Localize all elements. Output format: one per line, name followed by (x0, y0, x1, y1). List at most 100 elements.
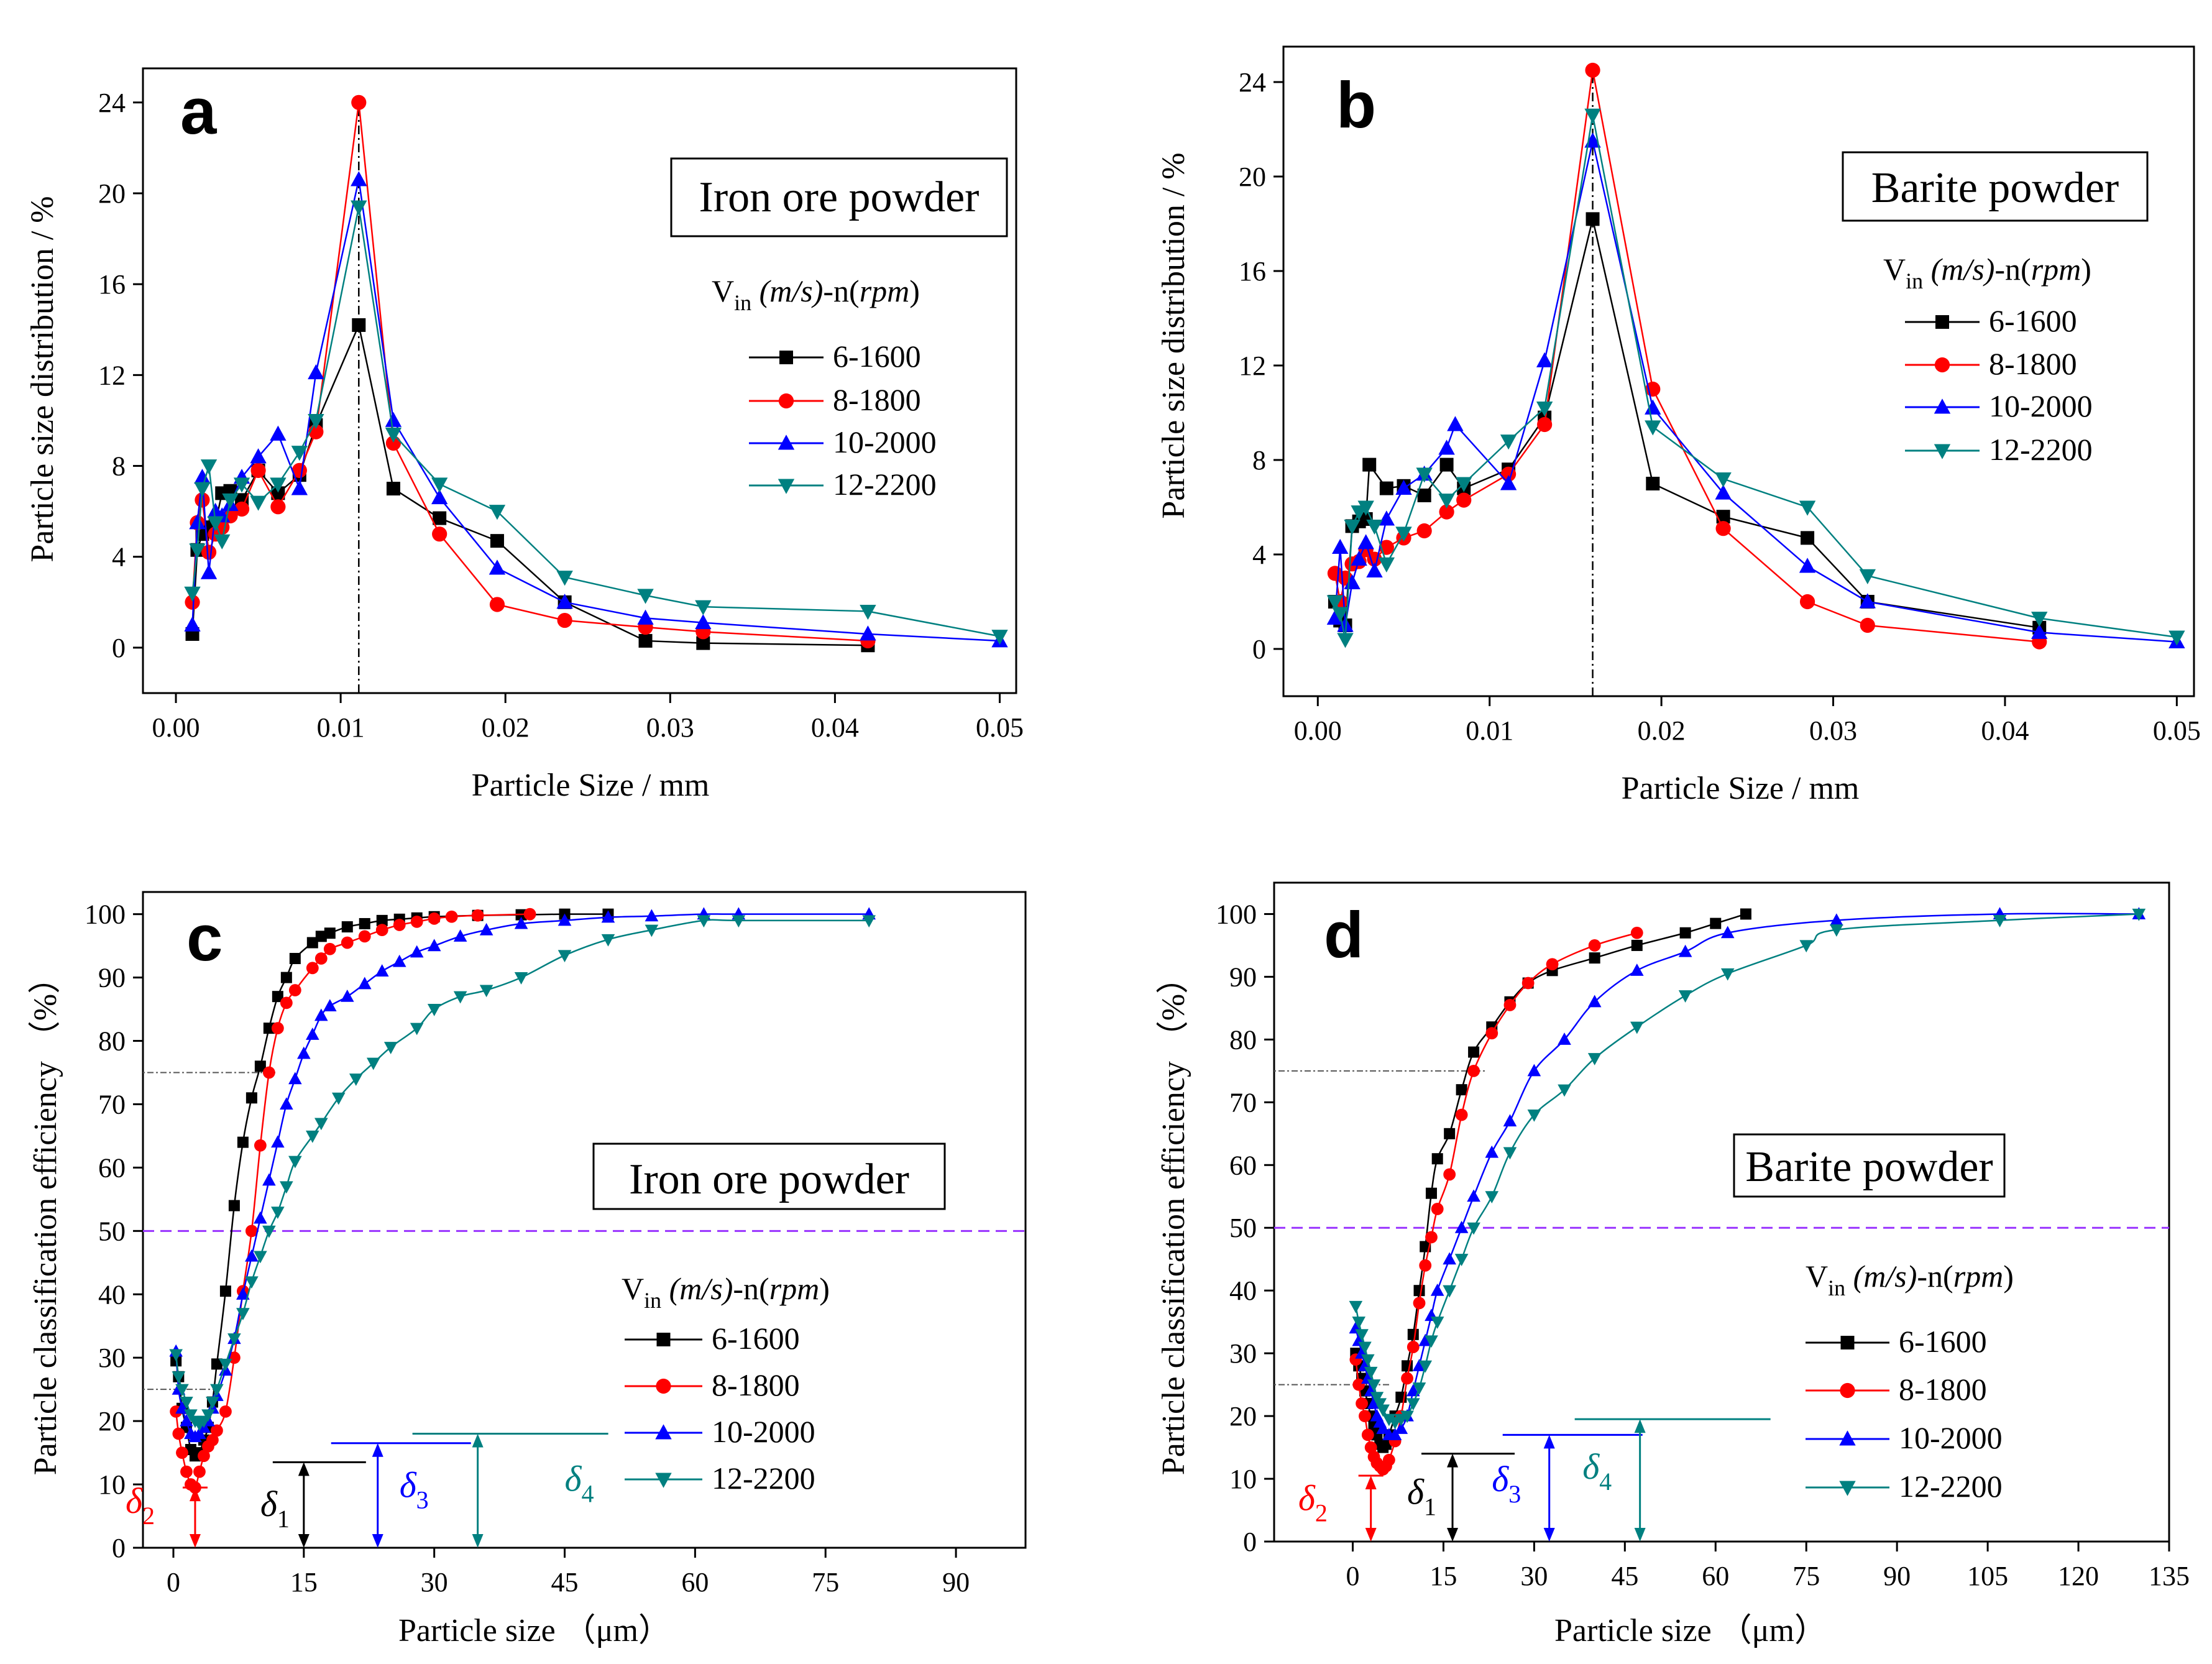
y-tick-label: 20 (1239, 162, 1266, 192)
data-point-8-1800 (1799, 594, 1815, 610)
data-point-12-2200 (1715, 472, 1732, 488)
data-point-10-2000 (1357, 534, 1374, 549)
data-point-10-2000 (1558, 1032, 1571, 1045)
data-point-8-1800 (432, 526, 447, 542)
data-point-10-2000 (1418, 1333, 1433, 1346)
data-point-6-1600 (1646, 477, 1660, 490)
legend-title-part: rpm (2031, 252, 2081, 287)
legend-title: Vin (m/s)-n(rpm) (712, 274, 920, 315)
legend-item-label: 6-1600 (1989, 303, 2077, 338)
data-point-12-2200 (1993, 915, 2007, 927)
legend-title-part: rpm (769, 1271, 820, 1306)
delta-arrow-head-bottom (472, 1534, 484, 1548)
data-point-12-2200 (514, 972, 528, 985)
data-point-12-2200 (1536, 401, 1553, 417)
data-point-8-1800 (201, 545, 217, 560)
data-point-8-1800 (1630, 926, 1643, 939)
data-point-10-2000 (558, 913, 572, 926)
data-point-10-2000 (1443, 1252, 1456, 1265)
data-point-10-2000 (1447, 416, 1464, 431)
y-tick-label: 70 (98, 1089, 126, 1119)
data-point-12-2200 (1366, 519, 1383, 535)
y-tick-label: 10 (98, 1469, 126, 1500)
data-point-12-2200 (1349, 1300, 1363, 1313)
data-point-6-1600 (1417, 489, 1431, 502)
data-point-8-1800 (385, 435, 402, 451)
legend-item-label: 10-2000 (1899, 1420, 2003, 1455)
data-point-12-2200 (1799, 940, 1814, 953)
x-tick-label: 60 (681, 1567, 709, 1597)
x-axis-title: Particle Size / mm (472, 768, 710, 803)
legend-title-part: V (622, 1271, 644, 1306)
title-box (1842, 151, 2149, 222)
data-point-10-2000 (2031, 623, 2048, 639)
data-point-8-1800 (180, 1465, 193, 1478)
y-tick-label: 50 (98, 1216, 126, 1246)
data-point-10-2000 (271, 1135, 285, 1148)
y-tick-label: 100 (85, 899, 126, 930)
legend-title-part (1923, 252, 1931, 287)
legend-title-part: (m/s) (1853, 1259, 1917, 1294)
data-point-8-1800 (1416, 523, 1432, 539)
delta-subscript: 3 (416, 1486, 429, 1514)
plot-frame (1282, 45, 2195, 697)
legend-title-part: in (1906, 269, 1923, 293)
data-point-10-2000 (245, 1249, 259, 1262)
data-point-10-2000 (514, 916, 528, 929)
y-tick-label: 20 (1229, 1401, 1257, 1432)
data-point-12-2200 (1430, 1317, 1444, 1329)
x-tick-label: 0.00 (1294, 715, 1342, 746)
x-tick-label: 75 (812, 1567, 839, 1597)
data-point-10-2000 (357, 977, 372, 990)
data-point-12-2200 (1503, 1147, 1517, 1160)
y-tick-label: 0 (1252, 634, 1266, 664)
data-point-12-2200 (271, 1207, 285, 1220)
legend-item-label: 6-1600 (1899, 1324, 1987, 1359)
data-point-6-1600 (306, 937, 318, 949)
delta-arrow-head-bottom (1543, 1528, 1555, 1542)
data-point-12-2200 (1830, 924, 1843, 937)
data-point-10-2000 (695, 614, 712, 630)
data-point-8-1800 (1456, 492, 1472, 508)
data-point-12-2200 (1395, 526, 1412, 542)
data-point-12-2200 (1373, 1398, 1387, 1411)
data-point-12-2200 (732, 915, 746, 928)
x-tick-label: 135 (2149, 1561, 2190, 1591)
data-point-12-2200 (385, 427, 402, 443)
data-point-12-2200 (254, 1251, 267, 1264)
data-point-10-2000 (1395, 479, 1412, 495)
data-point-10-2000 (1799, 558, 1816, 573)
x-tick-label: 45 (551, 1567, 579, 1597)
data-point-10-2000 (323, 999, 337, 1012)
data-point-10-2000 (1467, 1189, 1480, 1202)
legend-item-label: 6-1600 (833, 339, 921, 374)
panel-b: 0.00 0.01 0.02 0.03 0.04 0.05 0 4 8 12 16 20 24 Parti… (1156, 45, 2201, 806)
data-point-12-2200 (1454, 1254, 1469, 1266)
data-point-6-1600 (1631, 939, 1643, 951)
data-point-12-2200 (1400, 1410, 1414, 1423)
delta-symbol: δ (565, 1458, 582, 1499)
data-point-12-2200 (1406, 1398, 1420, 1411)
data-point-6-1600 (315, 931, 327, 942)
data-point-12-2200 (1678, 990, 1692, 1003)
powder-title: Barite powder (1745, 1143, 1993, 1191)
data-point-12-2200 (1361, 1354, 1375, 1367)
delta-label: δ3 (1492, 1459, 1521, 1508)
data-point-10-2000 (1527, 1064, 1541, 1077)
y-tick-label: 30 (1229, 1338, 1257, 1369)
data-point-10-2000 (291, 480, 308, 495)
data-point-12-2200 (489, 505, 506, 520)
data-point-10-2000 (1438, 439, 1455, 455)
data-point-12-2200 (410, 1023, 424, 1036)
legend-title-part: -n( (1917, 1259, 1953, 1294)
data-point-6-1600 (1740, 908, 1751, 920)
delta-subscript: 1 (1424, 1492, 1436, 1520)
panel-letter: a (180, 75, 218, 148)
panel-c: 0 15 30 45 60 75 90 0 10 20 30 40 50 60 70 80 90 100 Parti… (28, 891, 1027, 1648)
data-point-12-2200 (306, 1130, 319, 1143)
legend-marker (1839, 1481, 1856, 1496)
data-point-12-2200 (1720, 968, 1735, 981)
y-axis-title: Particle size distribution / % (1156, 152, 1191, 518)
data-point-10-2000 (1859, 593, 1876, 609)
data-point-12-2200 (1587, 1053, 1602, 1065)
